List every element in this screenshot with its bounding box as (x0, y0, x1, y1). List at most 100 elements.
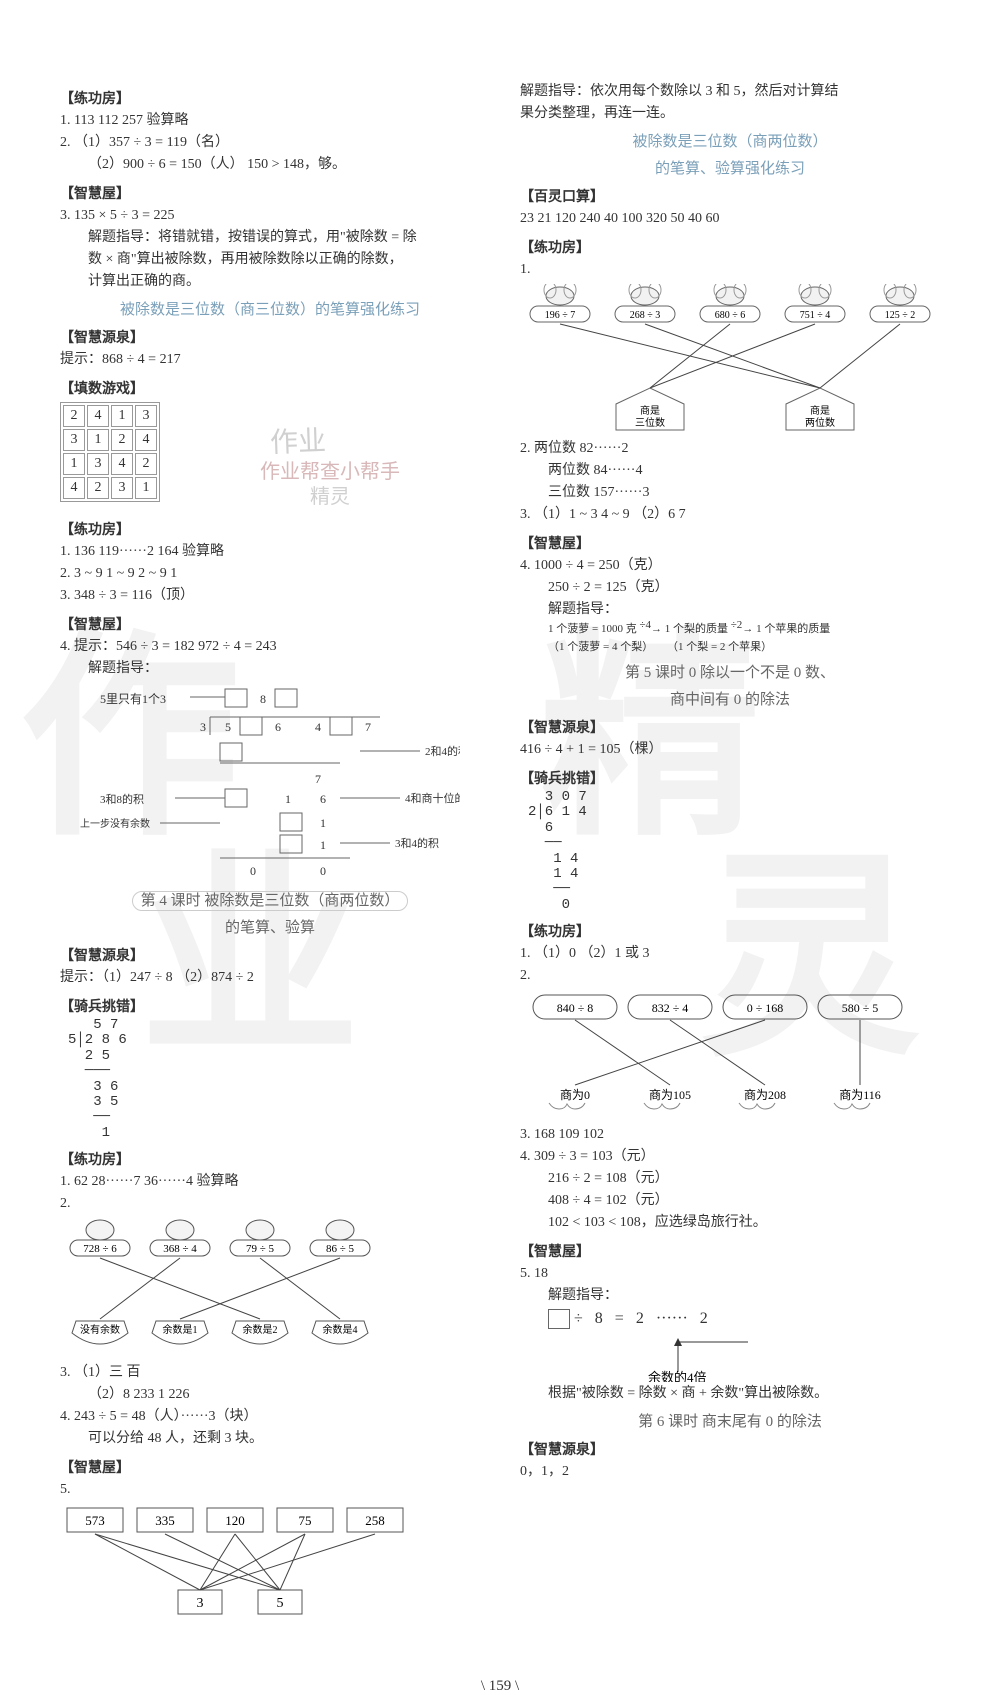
long-division-1: 5 7 5│2 8 6 2 5 ─── 3 6 3 5 ── 1 (68, 1018, 480, 1141)
svg-text:680 ÷ 6: 680 ÷ 6 (715, 310, 746, 321)
equation-line: ÷ 8 = 2 ······ 2 (520, 1307, 940, 1331)
arrow-diagram: 余数的4倍 (520, 1332, 940, 1382)
boxes-matching: 5733351207525835 (60, 1504, 480, 1624)
number-grid: 2413 3124 1342 4231 (60, 402, 160, 502)
text-line: 两位数 84······4 (520, 460, 940, 481)
section-head-lgf1: 【练功房】 (60, 88, 480, 108)
svg-text:1: 1 (285, 792, 291, 806)
division-diagram: 5里只有1个3 8 3 5 6 4 7 2和4的积 7 3和8的积 (60, 683, 480, 883)
division-diagram-svg: 5里只有1个3 8 3 5 6 4 7 2和4的积 7 3和8的积 (60, 683, 460, 883)
left-column: 【练功房】 1. 113 112 257 验算略 2. （1）357 ÷ 3 =… (60, 80, 480, 1628)
section-title-1: 被除数是三位数（商三位数）的笔算强化练习 (60, 298, 480, 319)
svg-text:商是: 商是 (810, 404, 830, 417)
svg-text:268 ÷ 3: 268 ÷ 3 (630, 310, 661, 321)
text-line: 提示：868 ÷ 4 = 217 (60, 349, 480, 370)
svg-text:余数是2: 余数是2 (243, 1323, 278, 1336)
text-line: 解题指导： (60, 658, 480, 679)
text-line: 3. 135 × 5 ÷ 3 = 225 (60, 205, 480, 226)
svg-text:3: 3 (197, 1596, 204, 1611)
section-title-5: 第 6 课时 商末尾有 0 的除法 (520, 1410, 940, 1431)
text-line: 3. （1）三 百 (60, 1362, 480, 1383)
svg-text:120: 120 (225, 1513, 245, 1528)
svg-text:79 ÷ 5: 79 ÷ 5 (246, 1243, 275, 1255)
section-title-2b: 的笔算、验算 (60, 916, 480, 937)
text-line: 可以分给 48 人，还剩 3 块。 (60, 1428, 480, 1449)
section-head-zhw4: 【智慧屋】 (520, 533, 940, 553)
text-line: 数 × 商"算出被除数，再用被除数除以正确的除数， (60, 249, 480, 270)
long-division-2: 3 0 7 2│6 1 4 6 ── 1 4 1 4 ── 0 (528, 790, 940, 913)
section-head-zhy2: 【智慧源泉】 (60, 945, 480, 965)
svg-text:4: 4 (315, 720, 321, 734)
svg-text:余数是1: 余数是1 (163, 1323, 198, 1336)
svg-text:832 ÷ 4: 832 ÷ 4 (652, 1001, 689, 1015)
svg-text:商为116: 商为116 (839, 1087, 881, 1102)
text-line: 5. 18 (520, 1263, 940, 1284)
text-line: 1. （1）0 （2）1 或 3 (520, 943, 940, 964)
svg-text:1: 1 (320, 816, 326, 830)
svg-text:1: 1 (320, 838, 326, 852)
section-head-bls: 【百灵口算】 (520, 186, 940, 206)
svg-text:5里只有1个3: 5里只有1个3 (100, 692, 166, 706)
text-line: 216 ÷ 2 = 108（元） (520, 1168, 940, 1189)
svg-text:6: 6 (275, 720, 281, 734)
text-line: 1. (520, 259, 940, 280)
svg-text:商是: 商是 (640, 404, 660, 417)
right-column: 解题指导：依次用每个数除以 3 和 5，然后对计算结 果分类整理，再连一连。 被… (520, 80, 940, 1628)
svg-text:335: 335 (155, 1513, 175, 1528)
section-head-tsx: 【填数游戏】 (60, 378, 480, 398)
svg-text:728 ÷ 6: 728 ÷ 6 (83, 1243, 117, 1255)
svg-text:4和商十位的积: 4和商十位的积 (405, 791, 460, 805)
quotient-matching: 840 ÷ 8832 ÷ 40 ÷ 168580 ÷ 5商为0商为105商为20… (520, 990, 940, 1120)
section-head-lgf2: 【练功房】 (60, 519, 480, 539)
text-line: 2. (520, 965, 940, 986)
text-line: 2. （1）357 ÷ 3 = 119（名） (60, 132, 480, 153)
section-title-2: 第 4 课时 被除数是三位数（商两位数） (60, 889, 480, 910)
svg-text:3和4的积: 3和4的积 (395, 836, 439, 850)
text-line: 计算出正确的商。 (60, 271, 480, 292)
svg-text:商为0: 商为0 (560, 1087, 590, 1102)
text-line: 解题指导： (520, 599, 940, 620)
text-line: 3. （1）1 ~ 3 4 ~ 9 （2）6 7 (520, 504, 940, 525)
text-line: 102 < 103 < 108，应选绿岛旅行社。 (520, 1212, 940, 1233)
blank-box (548, 1309, 570, 1329)
text-line: 根据"被除数 = 除数 × 商 + 余数"算出被除数。 (520, 1383, 940, 1404)
apples-matching: 728 ÷ 6368 ÷ 479 ÷ 586 ÷ 5没有余数余数是1余数是2余数… (60, 1218, 480, 1358)
text-line: 三位数 157······3 (520, 482, 940, 503)
svg-text:75: 75 (299, 1513, 312, 1528)
text-line: 408 ÷ 4 = 102（元） (520, 1190, 940, 1211)
svg-text:0 ÷ 168: 0 ÷ 168 (747, 1001, 784, 1015)
svg-text:商为208: 商为208 (744, 1087, 786, 1102)
svg-text:368 ÷ 4: 368 ÷ 4 (163, 1243, 197, 1255)
text-line: 1. 136 119······2 164 验算略 (60, 541, 480, 562)
text-line: 解题指导：将错就错，按错误的算式，用"被除数 = 除 (60, 227, 480, 248)
apples-matching-svg: 728 ÷ 6368 ÷ 479 ÷ 586 ÷ 5没有余数余数是1余数是2余数… (60, 1218, 380, 1358)
page-number: \ 159 \ (0, 1678, 1000, 1695)
section-title-3b: 的笔算、验算强化练习 (520, 157, 940, 178)
text-line: 2. 3 ~ 9 1 ~ 9 2 ~ 9 1 (60, 563, 480, 584)
text-line: 3. 168 109 102 (520, 1124, 940, 1145)
svg-text:751 ÷ 4: 751 ÷ 4 (800, 310, 831, 321)
svg-text:0: 0 (320, 864, 326, 878)
svg-text:6: 6 (320, 792, 326, 806)
quotient-matching-svg: 840 ÷ 8832 ÷ 40 ÷ 168580 ÷ 5商为0商为105商为20… (520, 990, 920, 1120)
text-line: 4. 提示：546 ÷ 3 = 182 972 ÷ 4 = 243 (60, 636, 480, 657)
svg-text:余数是4: 余数是4 (323, 1323, 358, 1336)
text-line: （2）8 233 1 226 (60, 1384, 480, 1405)
text-line: 1. 62 28······7 36······4 验算略 (60, 1171, 480, 1192)
svg-text:258: 258 (365, 1513, 385, 1528)
section-head-zhw1: 【智慧屋】 (60, 183, 480, 203)
section-head-lgf4: 【练功房】 (520, 237, 940, 257)
text-line: 23 21 120 240 40 100 320 50 40 60 (520, 208, 940, 229)
svg-text:125 ÷ 2: 125 ÷ 2 (885, 310, 916, 321)
bees-matching: 196 ÷ 7268 ÷ 3680 ÷ 6751 ÷ 4125 ÷ 2商是三位数… (520, 284, 940, 434)
text-line: 3. 348 ÷ 3 = 116（顶） (60, 585, 480, 606)
svg-text:580 ÷ 5: 580 ÷ 5 (842, 1001, 879, 1015)
section-head-zhy3: 【智慧源泉】 (520, 717, 940, 737)
svg-text:86 ÷ 5: 86 ÷ 5 (326, 1243, 355, 1255)
svg-text:3: 3 (200, 720, 206, 734)
svg-text:两位数: 两位数 (805, 416, 835, 429)
text-line: 0，1，2 (520, 1461, 940, 1482)
section-head-qbt2: 【骑兵挑错】 (520, 768, 940, 788)
svg-text:5: 5 (225, 720, 231, 734)
bees-matching-svg: 196 ÷ 7268 ÷ 3680 ÷ 6751 ÷ 4125 ÷ 2商是三位数… (520, 284, 940, 434)
